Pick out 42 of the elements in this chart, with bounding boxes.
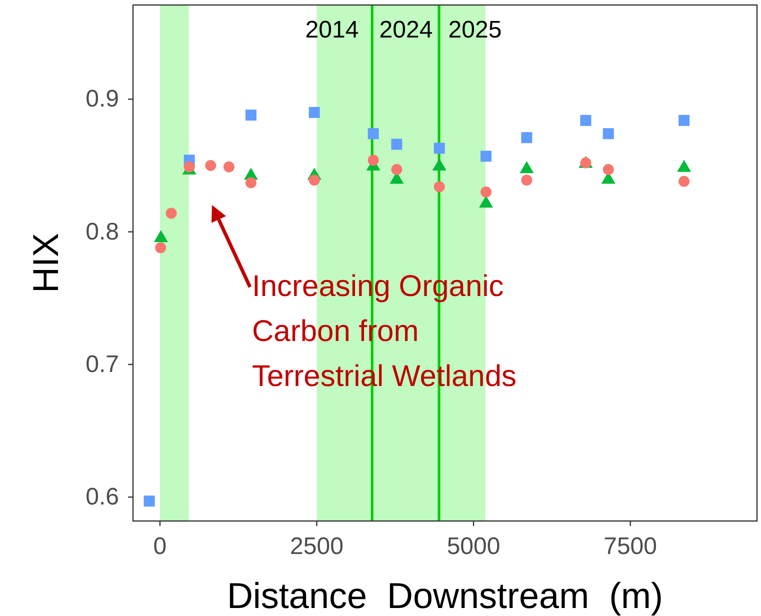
annotation: 2024	[379, 16, 433, 44]
point	[166, 208, 177, 219]
point	[521, 132, 532, 144]
point	[480, 150, 492, 162]
point	[678, 176, 690, 187]
x-tick-label: 5000	[446, 533, 500, 560]
point	[308, 174, 320, 186]
point	[368, 128, 379, 140]
x-tick-label: 0	[153, 533, 167, 560]
point	[391, 138, 402, 150]
point	[144, 496, 155, 507]
y-tick-label: 0.9	[86, 86, 119, 113]
point	[308, 106, 320, 118]
point	[678, 114, 690, 126]
point	[223, 161, 234, 172]
y-tick-label: 0.8	[86, 218, 119, 246]
x-tick-label: 2500	[290, 533, 344, 560]
point	[434, 142, 445, 154]
point	[521, 174, 532, 186]
point	[602, 128, 614, 140]
y-tick-label: 0.6	[86, 484, 119, 511]
point	[434, 181, 445, 192]
point	[391, 164, 402, 175]
point	[480, 186, 492, 198]
x-tick-label: 7500	[604, 533, 658, 560]
y-tick-label: 0.7	[86, 350, 119, 378]
point	[245, 110, 256, 121]
point	[205, 160, 216, 172]
point	[479, 196, 494, 208]
point	[368, 154, 379, 166]
point	[677, 160, 692, 172]
x-axis-title: Distance Downstream (m)	[226, 575, 664, 616]
point	[432, 158, 446, 171]
point	[154, 230, 168, 242]
y-axis-title: HIX	[25, 232, 66, 294]
annotation: 2014	[305, 16, 359, 44]
point	[580, 114, 592, 126]
annotation: 2025	[448, 16, 502, 44]
point	[245, 177, 256, 188]
point	[155, 242, 166, 254]
point	[520, 161, 534, 174]
point	[602, 164, 614, 175]
